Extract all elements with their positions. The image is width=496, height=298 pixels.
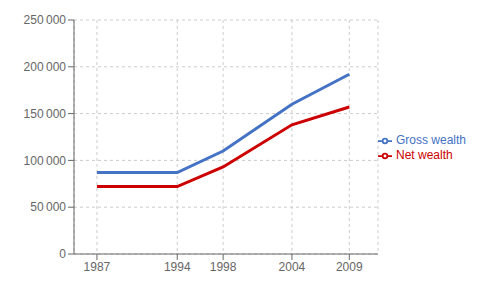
svg-text:2009: 2009	[336, 260, 363, 274]
svg-text:50 000: 50 000	[30, 200, 66, 214]
svg-text:200 000: 200 000	[24, 60, 67, 74]
html-text:Net wealth: Net wealth	[396, 148, 453, 162]
svg-text:1998: 1998	[210, 260, 237, 274]
svg-text:0: 0	[59, 247, 66, 261]
svg-text:250 000: 250 000	[24, 13, 67, 27]
svg-text:1994: 1994	[164, 260, 191, 274]
html-text:Gross wealth: Gross wealth	[396, 133, 466, 148]
svg-text:150 000: 150 000	[24, 107, 67, 121]
svg-text:1987: 1987	[84, 260, 111, 274]
svg-text:2004: 2004	[279, 260, 306, 274]
svg-text:100 000: 100 000	[24, 154, 67, 168]
